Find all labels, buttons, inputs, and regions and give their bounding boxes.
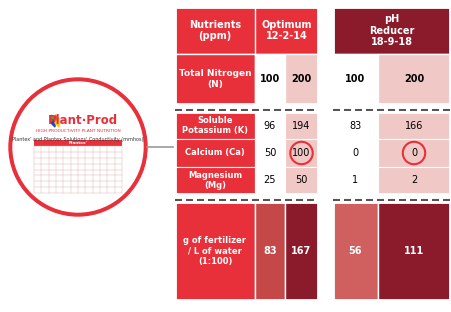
Text: Magnesium
(Mg): Magnesium (Mg): [188, 171, 242, 190]
Text: 167: 167: [291, 246, 311, 256]
Bar: [175, 7, 318, 54]
Text: 25: 25: [263, 175, 276, 185]
Text: 200: 200: [403, 74, 423, 84]
Text: 50: 50: [263, 148, 276, 158]
Text: g of fertilizer
/ L of water
(1:100): g of fertilizer / L of water (1:100): [183, 236, 246, 266]
Text: HIGH PRODUCTIVITY PLANT NUTRITION: HIGH PRODUCTIVITY PLANT NUTRITION: [36, 129, 120, 133]
Text: 100: 100: [292, 148, 310, 158]
Text: 83: 83: [262, 246, 276, 256]
Text: 166: 166: [404, 121, 422, 131]
Bar: [377, 139, 449, 167]
Text: 0: 0: [352, 148, 358, 158]
Bar: [254, 167, 285, 194]
Circle shape: [9, 78, 147, 216]
Bar: [377, 202, 449, 300]
Bar: [377, 112, 449, 139]
Text: 0: 0: [410, 148, 416, 158]
Bar: [332, 202, 449, 300]
Text: 100: 100: [259, 74, 280, 84]
Text: 200: 200: [291, 74, 311, 84]
Bar: [254, 202, 285, 300]
Bar: [175, 202, 318, 300]
Circle shape: [13, 82, 143, 212]
Polygon shape: [51, 115, 55, 123]
Bar: [175, 202, 254, 300]
Bar: [175, 54, 254, 104]
Text: Calcium (Ca): Calcium (Ca): [185, 149, 244, 158]
Circle shape: [12, 81, 144, 213]
Text: Nutrients
(ppm): Nutrients (ppm): [189, 20, 240, 41]
Text: Optimum
12-2-14: Optimum 12-2-14: [261, 20, 311, 41]
Bar: [175, 7, 318, 104]
Bar: [332, 7, 449, 54]
Bar: [332, 139, 377, 167]
Bar: [175, 112, 318, 194]
Text: Total Nitrogen
(N): Total Nitrogen (N): [178, 69, 251, 89]
Text: 100: 100: [345, 74, 365, 84]
Bar: [377, 54, 449, 104]
Text: 50: 50: [295, 175, 307, 185]
Text: 194: 194: [292, 121, 310, 131]
Bar: [332, 7, 449, 104]
Bar: [285, 139, 318, 167]
Bar: [332, 202, 377, 300]
Text: 111: 111: [403, 246, 423, 256]
Text: Soluble
Potassium (K): Soluble Potassium (K): [182, 116, 248, 135]
Bar: [285, 54, 318, 104]
Bar: [175, 112, 254, 139]
Bar: [332, 54, 377, 104]
Text: 2: 2: [410, 175, 416, 185]
Bar: [285, 112, 318, 139]
Text: 96: 96: [263, 121, 276, 131]
Text: pH
Reducer
18-9-18: pH Reducer 18-9-18: [368, 14, 413, 47]
Polygon shape: [51, 119, 55, 127]
Bar: [377, 167, 449, 194]
Bar: [254, 54, 285, 104]
Bar: [332, 112, 377, 139]
Bar: [285, 167, 318, 194]
Text: 1: 1: [352, 175, 358, 185]
Text: 56: 56: [348, 246, 361, 256]
Bar: [254, 112, 285, 139]
Bar: [332, 167, 377, 194]
Bar: [175, 167, 254, 194]
Bar: [34, 140, 122, 146]
Text: 83: 83: [349, 121, 361, 131]
Text: Plantex' and Plantex Solutions' Conductivity (mmhos): Plantex' and Plantex Solutions' Conducti…: [12, 137, 143, 142]
Bar: [175, 139, 254, 167]
Bar: [254, 139, 285, 167]
Bar: [332, 112, 449, 194]
Polygon shape: [55, 119, 59, 127]
Text: Plant·Prod: Plant·Prod: [48, 115, 118, 128]
Bar: [285, 202, 318, 300]
Text: Plantex': Plantex': [69, 141, 87, 145]
Polygon shape: [55, 115, 59, 123]
